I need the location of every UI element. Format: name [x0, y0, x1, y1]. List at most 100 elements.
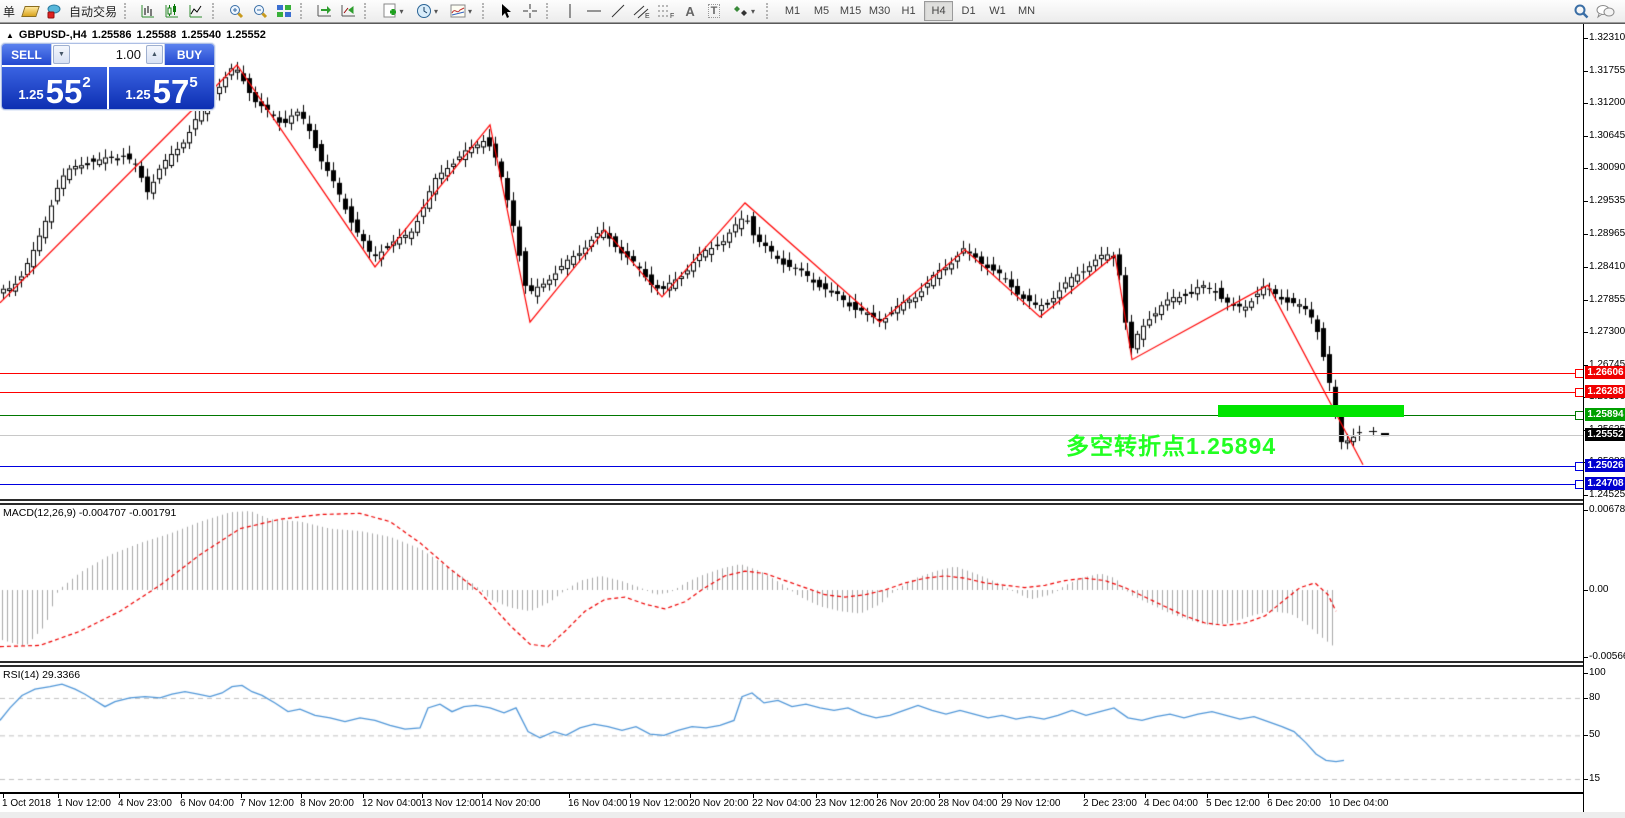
- timeframe-button-h1[interactable]: H1: [901, 5, 916, 17]
- add-indicator-icon[interactable]: ▾: [377, 1, 409, 21]
- bid-price-line[interactable]: [0, 434, 1583, 436]
- timeframe-button-w1[interactable]: W1: [989, 5, 1006, 17]
- macd-panel-canvas[interactable]: [0, 505, 1583, 661]
- date-axis-border: [0, 792, 1625, 794]
- timeframe-button-m1[interactable]: M1: [784, 5, 801, 17]
- panel-splitter-macd[interactable]: [0, 499, 1625, 505]
- template-icon[interactable]: ▾: [445, 1, 477, 21]
- chat-icon[interactable]: [1594, 1, 1616, 21]
- price-axis-tick: 1.28965: [1589, 228, 1625, 240]
- trendline-icon[interactable]: [607, 1, 629, 21]
- horizontal-line-icon[interactable]: [583, 1, 605, 21]
- template-caret[interactable]: ▾: [468, 6, 473, 16]
- toolbar-grip[interactable]: [482, 3, 490, 19]
- toolbar-grip[interactable]: [124, 3, 132, 19]
- sell-price-button[interactable]: 1.25 55 2: [2, 67, 107, 109]
- periods-icon[interactable]: ▾: [411, 1, 443, 21]
- date-tick-mark: [3, 794, 4, 798]
- add-indicator-caret[interactable]: ▾: [399, 6, 404, 16]
- text-label-icon[interactable]: T: [703, 1, 725, 21]
- axis-tick-mark: [1584, 364, 1588, 366]
- bar-chart-icon[interactable]: [137, 1, 159, 21]
- candlestick-chart-icon[interactable]: [161, 1, 183, 21]
- arrows-tool-caret[interactable]: ▾: [751, 6, 756, 16]
- chart-annotation-text[interactable]: 多空转折点1.25894: [1066, 433, 1277, 459]
- toolbar-grip[interactable]: [546, 3, 554, 19]
- search-icon[interactable]: [1570, 1, 1592, 21]
- window-footer: [0, 812, 1625, 818]
- timeframe-button-mn[interactable]: MN: [1017, 5, 1036, 17]
- sell-price-big: 55: [45, 72, 83, 110]
- date-axis-label: 19 Nov 12:00: [629, 798, 689, 809]
- volume-decrease-button[interactable]: ▼: [53, 45, 70, 64]
- zoom-in-icon[interactable]: [225, 1, 247, 21]
- buy-button[interactable]: BUY: [165, 44, 214, 65]
- price-axis[interactable]: 1.32310 1.31755 1.31200 1.30645 1.30090 1.295…: [1583, 24, 1625, 812]
- tile-windows-icon[interactable]: [273, 1, 295, 21]
- chart-title: ▲ GBPUSD-,H4 1.25586 1.25588 1.25540 1.2…: [6, 29, 266, 41]
- axis-tick-mark: [1584, 673, 1588, 674]
- timeframe-button-d1[interactable]: D1: [961, 5, 976, 17]
- symbol-expand-icon[interactable]: ▲: [6, 30, 14, 40]
- toolbar-grip[interactable]: [212, 3, 220, 19]
- chart-shift-icon[interactable]: [337, 1, 359, 21]
- equidistant-channel-icon[interactable]: E: [631, 1, 653, 21]
- timeframe-button-m15[interactable]: M15: [839, 5, 862, 17]
- ohlc-high: 1.25588: [136, 29, 177, 41]
- vertical-line-icon[interactable]: [559, 1, 581, 21]
- volume-increase-button[interactable]: ▲: [146, 45, 163, 64]
- date-axis[interactable]: 1 Oct 2018 1 Nov 12:00 4 Nov 23:00 6 Nov 04…: [0, 794, 1583, 812]
- price-axis-tick: 1.30645: [1589, 129, 1625, 141]
- toolbar-grip[interactable]: [364, 3, 372, 19]
- date-tick-mark: [1002, 794, 1003, 798]
- autotrading-icon[interactable]: [43, 1, 65, 21]
- periods-caret[interactable]: ▾: [434, 6, 439, 16]
- buy-price-button[interactable]: 1.25 57 5: [109, 67, 214, 109]
- toolbar-grip[interactable]: [300, 3, 308, 19]
- price-axis-tick: 1.31200: [1589, 97, 1625, 109]
- date-axis-label: 4 Nov 23:00: [118, 798, 172, 809]
- timeframe-button-m5[interactable]: M5: [813, 5, 830, 17]
- volume-value[interactable]: 1.00: [115, 47, 141, 62]
- timeframe-button-m30[interactable]: M30: [868, 5, 891, 17]
- horizontal-level-line[interactable]: [0, 465, 1583, 467]
- rsi-axis-tick: 80: [1589, 691, 1601, 703]
- arrows-tool-icon[interactable]: ▾: [727, 1, 761, 21]
- panel-splitter-rsi[interactable]: [0, 661, 1625, 667]
- date-axis-label: 1 Nov 12:00: [57, 798, 111, 809]
- date-axis-label: 29 Nov 12:00: [1001, 798, 1061, 809]
- zoom-out-icon[interactable]: [249, 1, 271, 21]
- axis-tick-mark: [1584, 200, 1588, 202]
- date-axis-label: 6 Nov 04:00: [180, 798, 234, 809]
- rsi-axis-tick: 50: [1589, 729, 1601, 741]
- autotrading-label[interactable]: 自动交易: [69, 4, 118, 19]
- line-chart-icon[interactable]: [185, 1, 207, 21]
- horizontal-level-line[interactable]: [0, 414, 1583, 416]
- crosshair-icon[interactable]: [519, 1, 541, 21]
- text-icon[interactable]: A: [685, 3, 695, 19]
- date-axis-label: 5 Dec 12:00: [1206, 798, 1260, 809]
- cursor-icon[interactable]: [495, 1, 517, 21]
- auto-scroll-icon[interactable]: [313, 1, 335, 21]
- date-tick-mark: [1268, 794, 1269, 798]
- toolbar-grip[interactable]: [766, 3, 774, 19]
- main-chart-canvas[interactable]: [0, 24, 1583, 499]
- highlight-rectangle[interactable]: [1218, 404, 1404, 417]
- rsi-panel-canvas[interactable]: [0, 667, 1583, 792]
- date-tick-mark: [877, 794, 878, 798]
- sell-button[interactable]: SELL: [2, 44, 51, 65]
- axis-tick-mark: [1584, 70, 1588, 72]
- date-axis-label: 13 Nov 12:00: [421, 798, 481, 809]
- date-tick-mark: [569, 794, 570, 798]
- horizontal-level-line[interactable]: [0, 391, 1583, 393]
- timeframe-button-h4[interactable]: H4: [924, 1, 954, 21]
- date-axis-label: 2 Dec 23:00: [1083, 798, 1137, 809]
- new-order-icon[interactable]: [19, 1, 41, 21]
- horizontal-level-line[interactable]: [0, 372, 1583, 374]
- new-order-label[interactable]: 单: [3, 4, 16, 19]
- axis-tick-mark: [1584, 656, 1588, 658]
- date-tick-mark: [1330, 794, 1331, 798]
- fibonacci-icon[interactable]: F: [655, 1, 677, 21]
- horizontal-level-line[interactable]: [0, 484, 1583, 486]
- price-axis-tick: 1.31755: [1589, 64, 1625, 76]
